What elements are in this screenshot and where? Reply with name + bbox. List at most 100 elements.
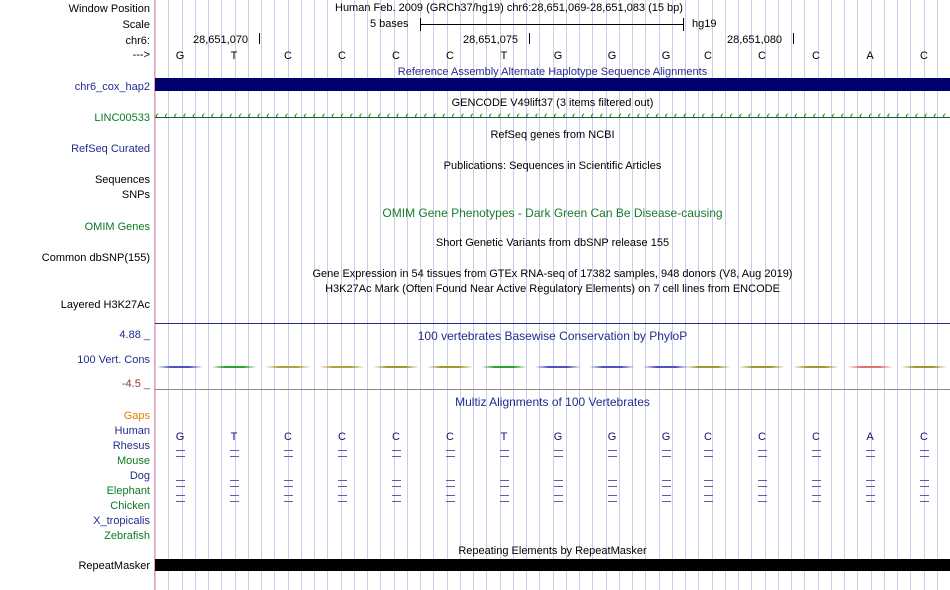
- phylop-bar-0[interactable]: [157, 366, 203, 368]
- label-panel-divider: [154, 0, 155, 590]
- track-label-100-vert-cons[interactable]: 100 Vert. Cons: [77, 354, 150, 366]
- phylop-bar-9[interactable]: [643, 366, 689, 368]
- phylop-bar-8[interactable]: [589, 366, 635, 368]
- multiz-species-rhesus[interactable]: Rhesus: [112, 440, 150, 452]
- multiz-human-base-0: G: [175, 431, 185, 443]
- multiz-human-base-3: C: [338, 431, 346, 443]
- repeatmasker-feature-bar[interactable]: [155, 559, 950, 571]
- multiz-species-dog[interactable]: Dog: [129, 470, 150, 482]
- gridline: [619, 0, 620, 590]
- track-title-refseq[interactable]: RefSeq genes from NCBI: [490, 129, 615, 141]
- chr6-cox-hap2-feature-bar[interactable]: [155, 78, 950, 91]
- phylop-bar-13[interactable]: [847, 366, 893, 368]
- phylop-bar-1[interactable]: [211, 366, 257, 368]
- phylop-bar-6[interactable]: [481, 366, 527, 368]
- phylop-bar-11[interactable]: [739, 366, 785, 368]
- multiz-human-base-14: C: [920, 431, 928, 443]
- phylop-axis-min: -4.5 _: [121, 378, 150, 390]
- multiz-rhesus-match-13: [866, 450, 875, 457]
- multiz-dog-match-0: [176, 480, 185, 487]
- multiz-dog-match-3: [338, 480, 347, 487]
- multiz-elephant-match-11: [758, 495, 767, 502]
- track-title-omim[interactable]: OMIM Gene Phenotypes - Dark Green Can Be…: [382, 206, 723, 220]
- coord-tick-mark-1: [259, 33, 260, 44]
- track-label-common-dbsnp[interactable]: Common dbSNP(155): [41, 252, 150, 264]
- phylop-bar-2[interactable]: [265, 366, 311, 368]
- multiz-species-elephant[interactable]: Elephant: [106, 485, 150, 497]
- ruler-base-2: C: [284, 50, 292, 62]
- row-label-chrom: chr6:: [125, 35, 150, 47]
- gridline: [937, 0, 938, 590]
- gridline: [857, 0, 858, 590]
- assembly-position-text: Human Feb. 2009 (GRCh37/hg19) chr6:28,65…: [335, 2, 683, 14]
- phylop-bar-3[interactable]: [319, 366, 365, 368]
- track-title-repeatmasker[interactable]: Repeating Elements by RepeatMasker: [458, 545, 647, 557]
- multiz-rhesus-match-2: [284, 450, 293, 457]
- multiz-dog-match-11: [758, 480, 767, 487]
- coord-tick-label-1: 28,651,070: [193, 34, 249, 46]
- multiz-dog-match-7: [554, 480, 563, 487]
- track-title-alt-haplotype[interactable]: Reference Assembly Alternate Haplotype S…: [397, 66, 708, 78]
- gridline: [871, 0, 872, 590]
- ruler-base-7: G: [553, 50, 563, 62]
- track-title-dbsnp[interactable]: Short Genetic Variants from dbSNP releas…: [435, 237, 670, 249]
- phylop-bar-12[interactable]: [793, 366, 839, 368]
- phylop-axis-max: 4.88 _: [119, 329, 150, 341]
- multiz-elephant-match-8: [608, 495, 617, 502]
- multiz-elephant-match-14: [920, 495, 929, 502]
- track-title-gtex[interactable]: Gene Expression in 54 tissues from GTEx …: [312, 268, 793, 280]
- gridline: [460, 0, 461, 590]
- gridline: [407, 0, 408, 590]
- phylop-bar-7[interactable]: [535, 366, 581, 368]
- gridline: [354, 0, 355, 590]
- track-label-chr6-cox-hap2[interactable]: chr6_cox_hap2: [74, 81, 150, 93]
- track-label-linc00533[interactable]: LINC00533: [94, 112, 150, 124]
- gridline: [261, 0, 262, 590]
- multiz-human-base-7: G: [553, 431, 563, 443]
- track-label-omim-genes[interactable]: OMIM Genes: [84, 221, 150, 233]
- gridline: [486, 0, 487, 590]
- multiz-rhesus-match-7: [554, 450, 563, 457]
- track-title-publications[interactable]: Publications: Sequences in Scientific Ar…: [443, 160, 662, 172]
- multiz-species-chicken[interactable]: Chicken: [110, 500, 150, 512]
- track-title-phylop[interactable]: 100 vertebrates Basewise Conservation by…: [417, 329, 688, 343]
- gridline: [155, 0, 156, 590]
- track-label-snps[interactable]: SNPs: [121, 189, 150, 201]
- multiz-dog-match-12: [812, 480, 821, 487]
- track-label-gaps[interactable]: Gaps: [123, 410, 150, 422]
- linc00533-transcript-line[interactable]: [155, 117, 950, 118]
- gridline: [314, 0, 315, 590]
- track-label-sequences[interactable]: Sequences: [94, 174, 150, 186]
- gridline: [659, 0, 660, 590]
- track-label-repeatmasker[interactable]: RepeatMasker: [78, 560, 150, 572]
- multiz-human-base-10: C: [704, 431, 712, 443]
- phylop-bar-4[interactable]: [373, 366, 419, 368]
- track-title-gencode[interactable]: GENCODE V49lift37 (3 items filtered out): [451, 97, 654, 109]
- phylop-bar-5[interactable]: [427, 366, 473, 368]
- track-label-refseq-curated[interactable]: RefSeq Curated: [71, 143, 150, 155]
- ruler-base-11: C: [758, 50, 766, 62]
- multiz-elephant-match-1: [230, 495, 239, 502]
- multiz-species-human[interactable]: Human: [114, 425, 150, 437]
- multiz-species-mouse[interactable]: Mouse: [116, 455, 150, 467]
- scale-bar-label: 5 bases: [370, 18, 409, 30]
- ruler-base-14: C: [920, 50, 928, 62]
- gridline: [473, 0, 474, 590]
- multiz-species-zebrafish[interactable]: Zebrafish: [104, 530, 150, 542]
- gridline: [553, 0, 554, 590]
- ruler-base-8: G: [607, 50, 617, 62]
- gridline: [778, 0, 779, 590]
- phylop-bar-10[interactable]: [685, 366, 731, 368]
- track-title-multiz[interactable]: Multiz Alignments of 100 Vertebrates: [455, 395, 650, 409]
- gridline: [513, 0, 514, 590]
- track-title-h3k27ac[interactable]: H3K27Ac Mark (Often Found Near Active Re…: [325, 283, 780, 295]
- multiz-dog-match-13: [866, 480, 875, 487]
- phylop-bar-14[interactable]: [901, 366, 947, 368]
- gridline: [765, 0, 766, 590]
- coord-tick-label-3: 28,651,080: [727, 34, 783, 46]
- multiz-rhesus-match-9: [662, 450, 671, 457]
- gridline: [500, 0, 501, 590]
- multiz-species-x-tropicalis[interactable]: X_tropicalis: [93, 515, 150, 527]
- track-data-panel[interactable]: Human Feb. 2009 (GRCh37/hg19) chr6:28,65…: [155, 0, 950, 590]
- track-label-layered-h3k27ac[interactable]: Layered H3K27Ac: [60, 299, 150, 311]
